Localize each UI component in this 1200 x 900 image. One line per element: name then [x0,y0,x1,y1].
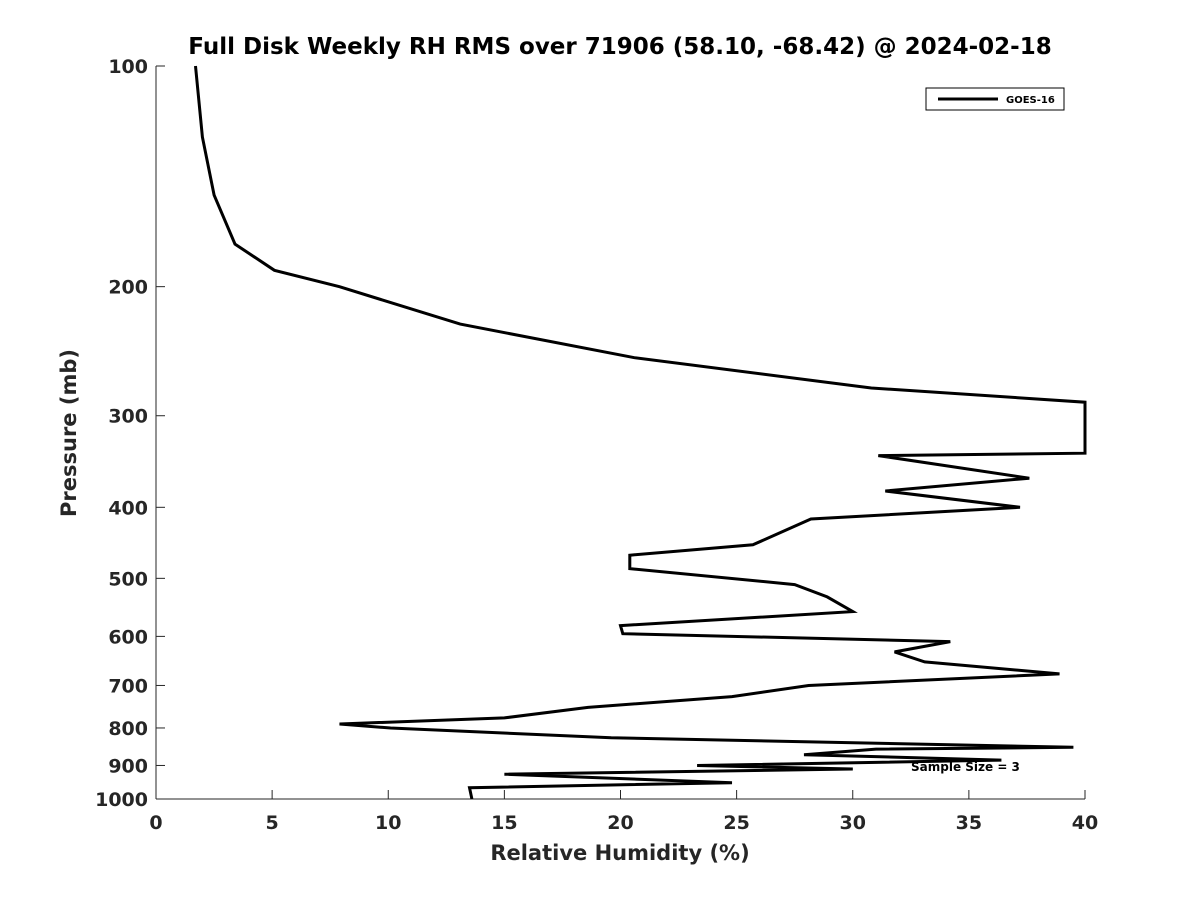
y-tick-label: 700 [108,675,148,697]
x-tick-label: 40 [1072,812,1098,834]
x-axis-label: Relative Humidity (%) [490,841,749,865]
y-tick-label: 1000 [95,789,148,811]
series-line-goes-16 [194,65,1087,800]
y-tick-label: 900 [108,755,148,777]
x-tick-label: 35 [956,812,982,834]
x-tick-label: 10 [375,812,401,834]
x-tick-label: 0 [149,812,162,834]
x-tick-label: 25 [723,812,749,834]
sample-size-annotation: Sample Size = 3 [911,760,1020,774]
y-tick-label: 300 [108,406,148,428]
legend: GOES-16 [925,87,1065,111]
chart-title: Full Disk Weekly RH RMS over 71906 (58.1… [188,34,1051,60]
y-axis-label: Pressure (mb) [57,349,81,517]
y-axis-ticks: 100 200 300 400 500 600 700 800 900 1000 [95,56,165,811]
y-tick-label: 600 [108,626,148,648]
y-tick-label: 500 [108,568,148,590]
x-tick-label: 30 [840,812,866,834]
y-tick-label: 400 [108,497,148,519]
y-tick-label: 100 [108,56,148,78]
series-layer [194,65,1087,800]
y-tick-label: 800 [108,718,148,740]
x-tick-label: 15 [491,812,517,834]
x-tick-label: 5 [266,812,279,834]
x-axis-ticks: 0 5 10 15 20 25 30 35 40 [149,790,1098,834]
x-tick-label: 20 [607,812,633,834]
legend-label-goes-16: GOES-16 [1006,95,1055,106]
y-tick-label: 200 [108,277,148,299]
